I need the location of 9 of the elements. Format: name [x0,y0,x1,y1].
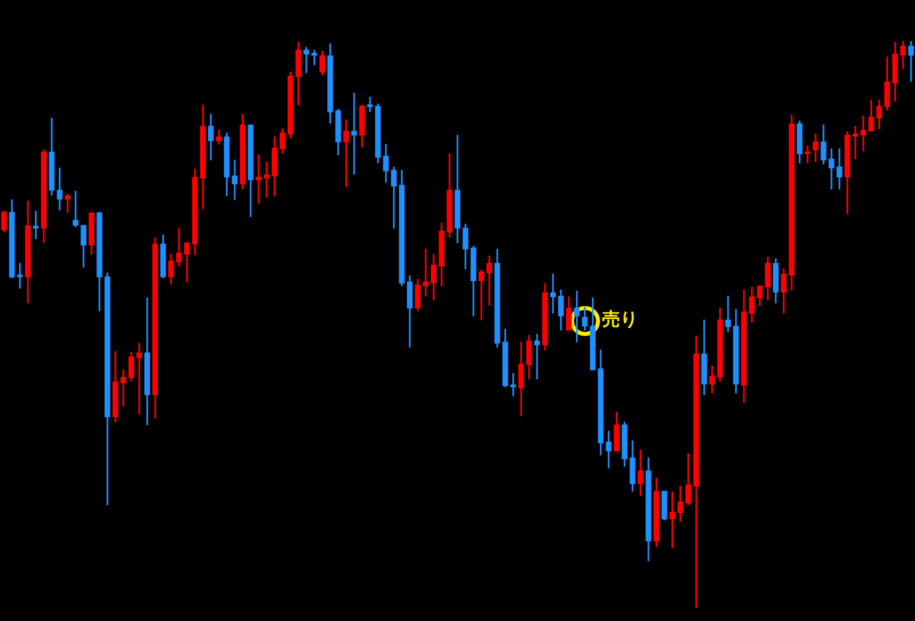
candlestick [534,334,540,380]
candlestick [908,41,914,82]
annotation: 売り [602,308,638,331]
candlestick [725,296,731,332]
candlestick [550,274,556,314]
candlestick [828,148,834,190]
candlestick [264,161,270,198]
candlestick [367,96,373,112]
candlestick [351,92,357,175]
